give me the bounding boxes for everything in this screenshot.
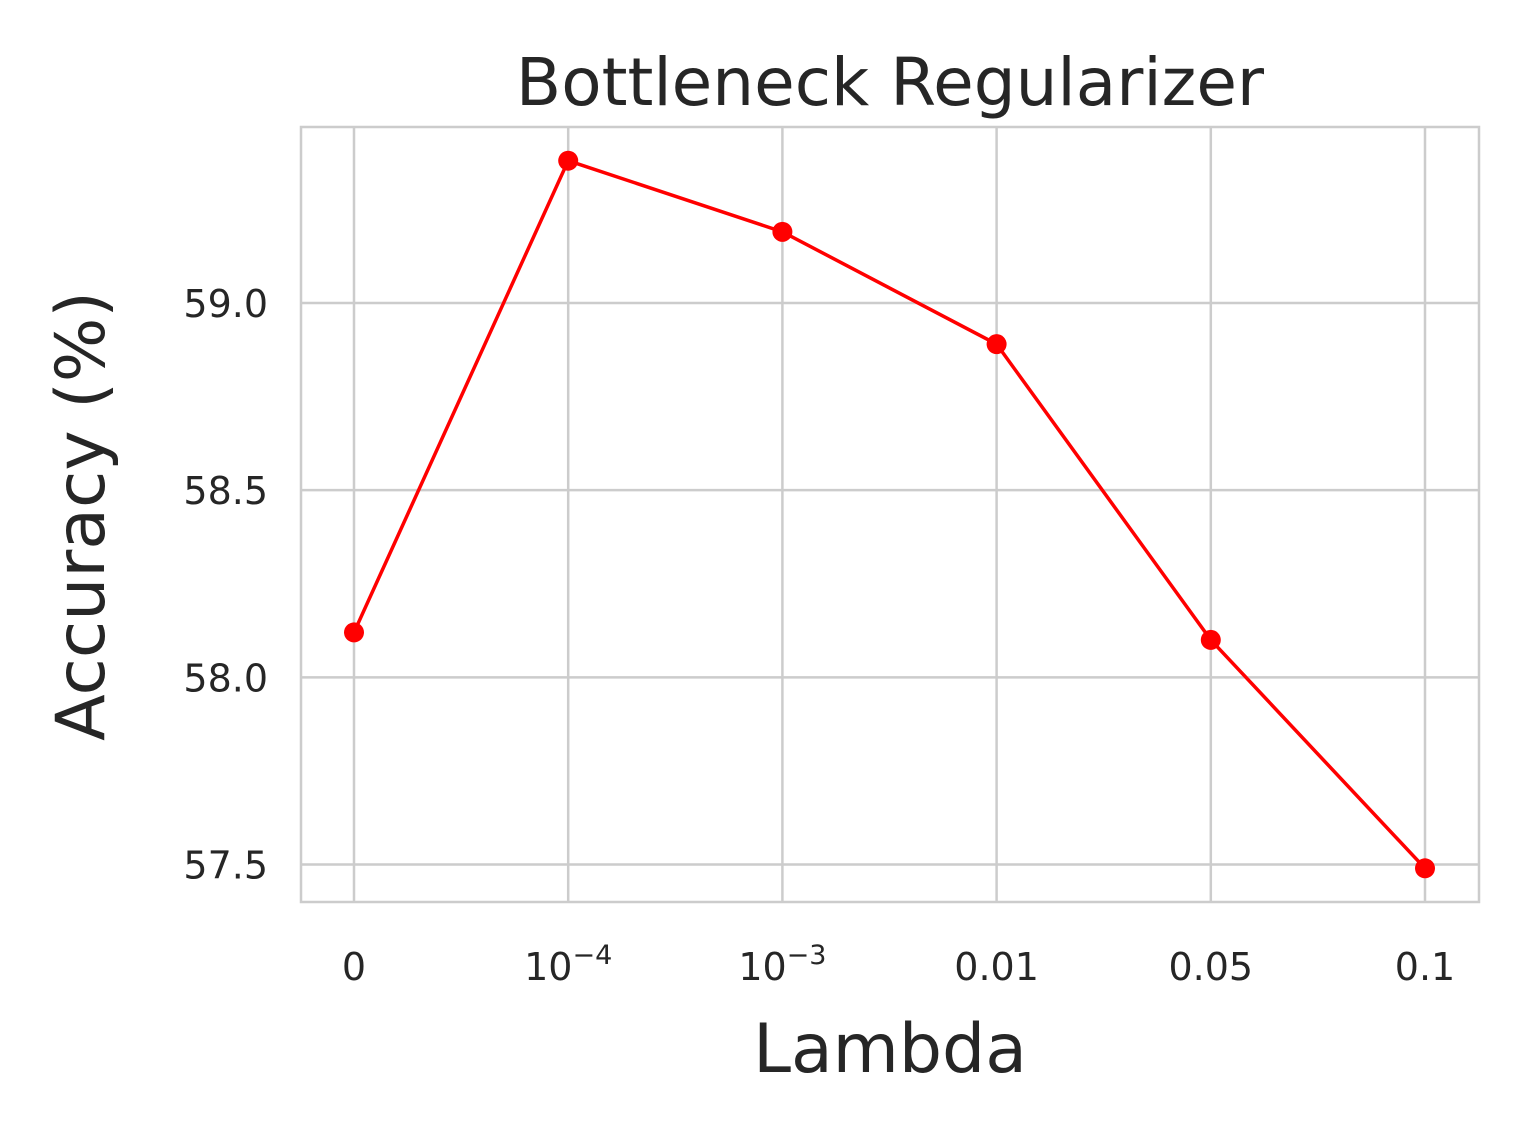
x-tick-label: 10−4 xyxy=(524,940,612,989)
chart-title: Bottleneck Regularizer xyxy=(516,44,1265,121)
data-point xyxy=(558,150,579,171)
x-tick-labels: 0 10−4 10−3 0.01 0.05 0.1 xyxy=(342,940,1455,989)
y-tick-labels: 57.5 58.0 58.5 59.0 xyxy=(183,282,268,888)
series xyxy=(344,150,1435,879)
data-point xyxy=(344,622,364,643)
x-tick-label: 0 xyxy=(342,945,366,989)
x-tick-label: 0.01 xyxy=(954,945,1039,989)
plot-frame xyxy=(299,125,1481,904)
data-point xyxy=(1200,629,1221,650)
y-tick-label: 59.0 xyxy=(183,282,268,326)
y-tick-label: 58.0 xyxy=(183,656,268,700)
series-line xyxy=(352,158,1427,870)
x-tick-label: 10−3 xyxy=(738,940,826,989)
y-tick-label: 58.5 xyxy=(183,469,268,513)
data-point xyxy=(1415,858,1435,879)
x-tick-label: 0.05 xyxy=(1168,945,1253,989)
grid xyxy=(301,127,1479,902)
y-axis-label: Accuracy (%) xyxy=(42,291,121,741)
x-axis-label: Lambda xyxy=(753,1010,1027,1089)
data-point xyxy=(772,221,793,242)
data-point xyxy=(986,334,1007,355)
x-tick-label: 0.1 xyxy=(1395,945,1455,989)
y-tick-label: 57.5 xyxy=(183,844,268,888)
